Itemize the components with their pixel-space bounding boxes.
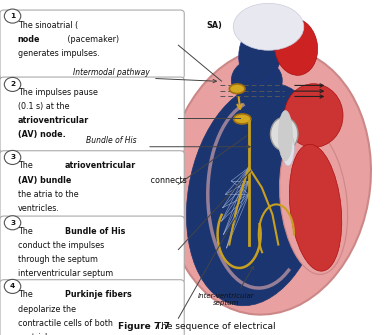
Text: contractile cells of both: contractile cells of both [18,319,113,328]
Text: 2: 2 [10,81,15,87]
Text: (AV) bundle: (AV) bundle [18,176,71,185]
Text: Bundle of His: Bundle of His [65,227,125,236]
Text: interventricular septum: interventricular septum [18,269,113,278]
Ellipse shape [284,84,343,147]
Text: through the septum: through the septum [18,255,98,264]
Text: 1: 1 [10,13,15,19]
FancyBboxPatch shape [0,151,184,219]
Text: generates impulses.: generates impulses. [18,49,99,58]
Ellipse shape [278,111,292,161]
Text: ventricles.: ventricles. [18,333,60,335]
Text: depolarize the: depolarize the [18,305,76,314]
Text: Bundle of His: Bundle of His [86,136,137,145]
Text: connects: connects [148,176,187,185]
Text: node: node [18,35,40,44]
Text: The: The [18,227,35,236]
Ellipse shape [229,84,245,93]
Text: 3: 3 [10,220,15,226]
Circle shape [4,77,21,91]
Text: The impulses pause: The impulses pause [18,88,98,97]
Ellipse shape [270,117,298,151]
Ellipse shape [274,18,318,75]
Text: the atria to the: the atria to the [18,190,78,199]
Text: 3: 3 [10,154,15,160]
Ellipse shape [282,132,294,166]
Text: SA): SA) [207,21,223,30]
Ellipse shape [289,144,342,271]
Text: Intermodal pathway: Intermodal pathway [73,68,150,77]
Ellipse shape [187,83,327,306]
Ellipse shape [166,47,371,315]
Text: (0.1 s) at the: (0.1 s) at the [18,102,69,111]
Circle shape [4,216,21,230]
Text: Inter-ventricular
septum: Inter-ventricular septum [198,293,255,306]
Ellipse shape [279,128,348,274]
Circle shape [4,279,21,293]
FancyBboxPatch shape [0,216,184,283]
Text: ventricles.: ventricles. [18,204,60,213]
Text: Figure 7.7: Figure 7.7 [118,322,170,331]
Text: Purkinje fibers: Purkinje fibers [65,290,132,299]
Text: The: The [18,161,35,171]
Text: (pacemaker): (pacemaker) [65,35,119,44]
FancyBboxPatch shape [0,280,184,335]
Text: atrioventricular: atrioventricular [18,116,89,125]
Text: The: The [18,290,35,299]
Text: atrioventricular: atrioventricular [65,161,136,171]
Text: conduct the impulses: conduct the impulses [18,241,104,250]
Text: 4: 4 [10,283,15,289]
Ellipse shape [234,114,251,124]
Circle shape [4,150,21,164]
Ellipse shape [233,3,304,50]
Text: The sinoatrial (: The sinoatrial ( [18,21,78,30]
FancyBboxPatch shape [0,77,184,152]
Circle shape [4,9,21,23]
Ellipse shape [231,59,282,102]
Text: (AV) node.: (AV) node. [18,130,65,139]
Text: The sequence of electrical: The sequence of electrical [150,322,275,331]
FancyBboxPatch shape [0,10,184,79]
Ellipse shape [239,20,283,83]
